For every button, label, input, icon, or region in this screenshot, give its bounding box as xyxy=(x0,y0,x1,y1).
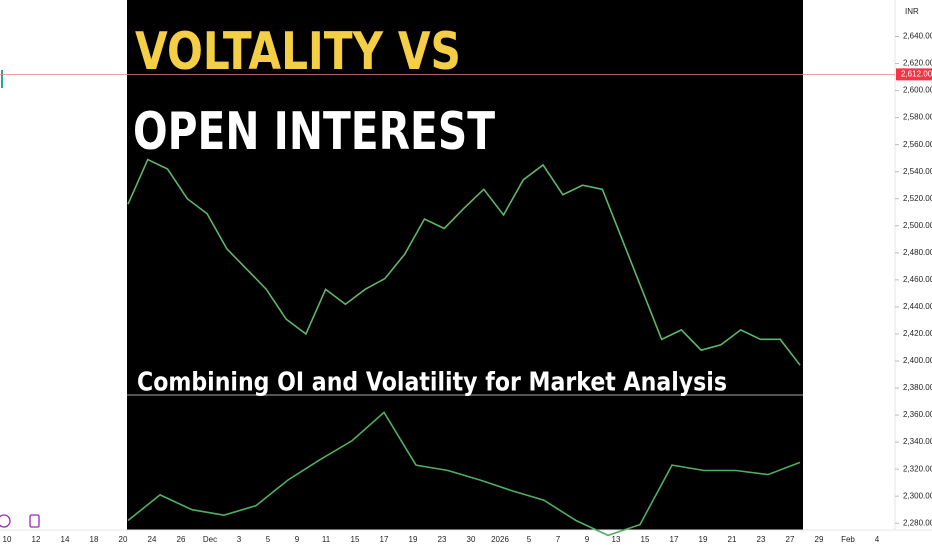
x-tick-label: 19 xyxy=(699,535,708,544)
overlay-image xyxy=(127,0,803,530)
y-tick-label: 2,340.00 xyxy=(903,437,932,446)
x-tick-label: 10 xyxy=(3,535,12,544)
candle-stub xyxy=(1,70,3,88)
x-tick-label: 18 xyxy=(90,535,99,544)
price-line xyxy=(127,158,801,366)
y-tick-label: 2,600.00 xyxy=(903,86,932,95)
y-tick-label: 2,640.00 xyxy=(903,32,932,41)
x-tick-label: 11 xyxy=(322,535,331,544)
y-tick-label: 2,320.00 xyxy=(903,464,932,473)
y-tick-label: 2,560.00 xyxy=(903,140,932,149)
x-tick-label: 26 xyxy=(177,535,186,544)
x-tick-label: 17 xyxy=(380,535,389,544)
x-tick-label: 7 xyxy=(556,535,561,544)
last-price-label: 2,612.00 xyxy=(901,69,932,78)
x-tick-label: 5 xyxy=(527,535,532,544)
x-tick-label: 15 xyxy=(641,535,650,544)
y-tick-label: 2,400.00 xyxy=(903,356,932,365)
y-tick-label: 2,440.00 xyxy=(903,302,932,311)
x-tick-label: Feb xyxy=(841,535,855,544)
x-tick-label: 3 xyxy=(237,535,242,544)
x-tick-label: 17 xyxy=(670,535,679,544)
x-tick-label: 9 xyxy=(585,535,590,544)
y-tick-label: 2,280.00 xyxy=(903,518,932,527)
title: VOLTALITY VS xyxy=(135,22,461,82)
x-tick-label: 23 xyxy=(757,535,766,544)
alert-icon[interactable] xyxy=(0,514,11,528)
x-tick-label: 13 xyxy=(612,535,621,544)
x-tick-label: 21 xyxy=(728,535,737,544)
annotation: Combining OI and Volatility for Market A… xyxy=(137,368,727,398)
x-tick-label: 15 xyxy=(351,535,360,544)
x-tick-label: 24 xyxy=(148,535,157,544)
x-tick-label: 30 xyxy=(467,535,476,544)
x-tick-label: 27 xyxy=(786,535,795,544)
y-tick-label: 2,360.00 xyxy=(903,410,932,419)
x-tick-label: 4 xyxy=(875,535,880,544)
y-tick-label: 2,300.00 xyxy=(903,491,932,500)
x-tick-label: 5 xyxy=(266,535,271,544)
currency: INR xyxy=(905,7,919,16)
y-tick-label: 2,520.00 xyxy=(903,194,932,203)
y-tick-label: 2,420.00 xyxy=(903,329,932,338)
notes-icon[interactable] xyxy=(29,514,40,528)
price-line xyxy=(127,411,801,537)
x-tick-label: 14 xyxy=(61,535,70,544)
x-tick-label: 2026 xyxy=(491,535,509,544)
x-tick-label: 29 xyxy=(815,535,824,544)
y-tick-label: 2,460.00 xyxy=(903,275,932,284)
y-tick-label: 2,380.00 xyxy=(903,383,932,392)
last-price-box xyxy=(896,68,932,81)
y-tick-label: 2,620.00 xyxy=(903,59,932,68)
x-tick-label: Dec xyxy=(203,535,217,544)
x-tick-label: 20 xyxy=(119,535,128,544)
x-tick-label: 23 xyxy=(438,535,447,544)
y-tick-label: 2,480.00 xyxy=(903,248,932,257)
subtitle: OPEN INTEREST xyxy=(133,102,495,162)
x-tick-label: 19 xyxy=(409,535,418,544)
y-tick-label: 2,580.00 xyxy=(903,113,932,122)
x-tick-label: 9 xyxy=(295,535,300,544)
x-tick-label: 12 xyxy=(32,535,41,544)
y-tick-label: 2,540.00 xyxy=(903,167,932,176)
y-tick-label: 2,500.00 xyxy=(903,221,932,230)
